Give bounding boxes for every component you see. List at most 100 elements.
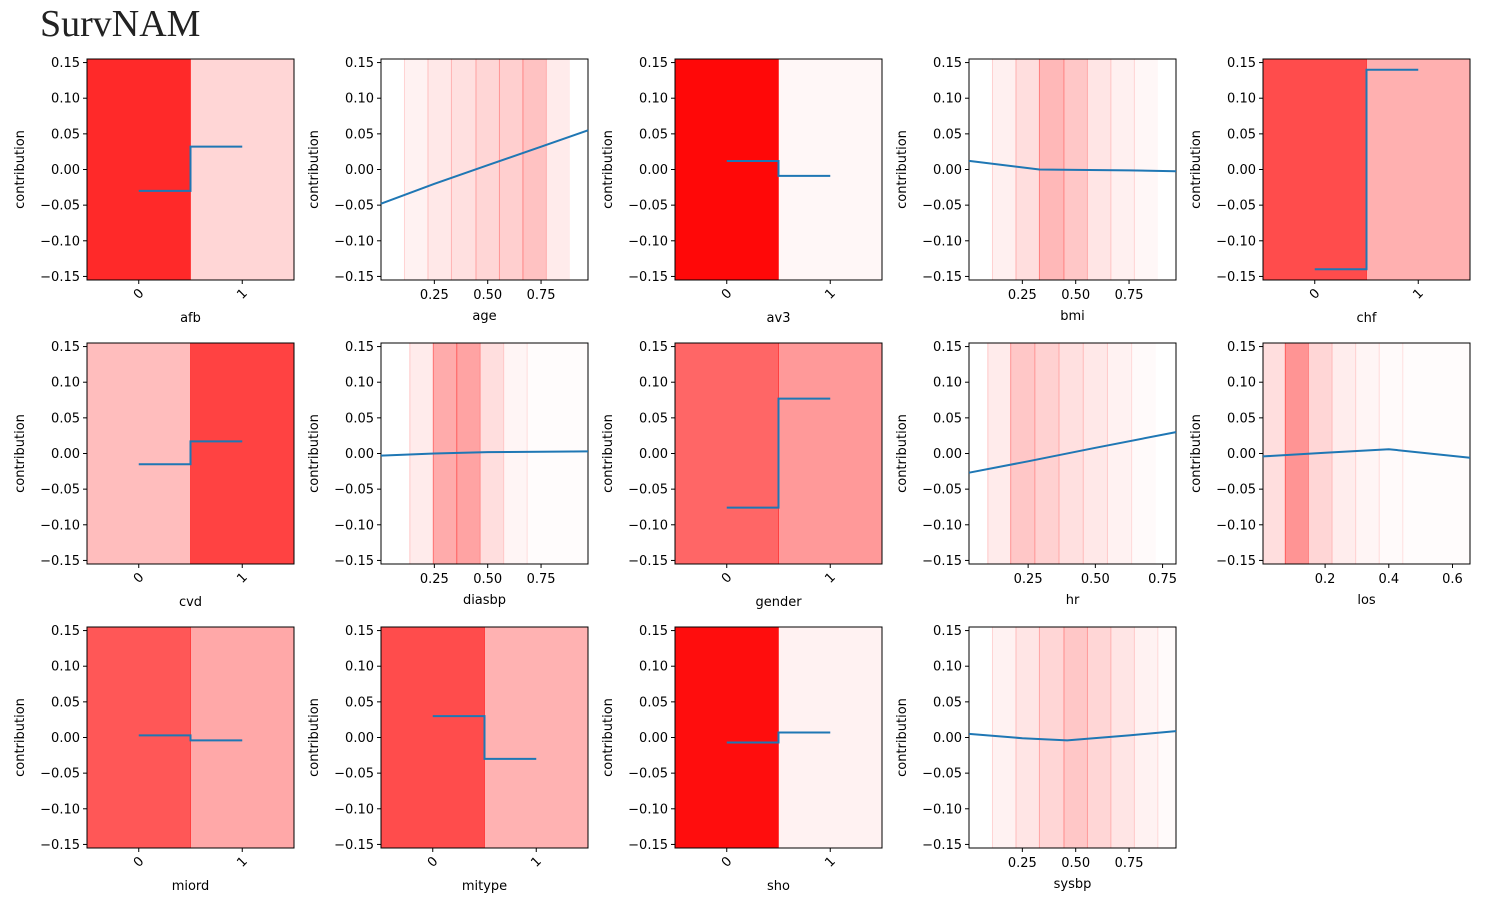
density-band bbox=[190, 343, 294, 564]
density-band bbox=[778, 627, 882, 848]
x-tick-label: 1 bbox=[234, 570, 250, 586]
y-tick-label: 0.10 bbox=[1227, 92, 1256, 107]
density-band bbox=[87, 627, 191, 848]
contribution-line bbox=[380, 450, 589, 457]
subplot-cvd: 0.15 0.10 0.05 0.00 −0.05 −0.10 −0.15 contribut… bbox=[13, 340, 295, 610]
y-tick-label: −0.15 bbox=[334, 270, 374, 285]
y-axis-label: contribution bbox=[307, 130, 322, 209]
contribution-step-line bbox=[432, 715, 537, 760]
y-tick-label: −0.05 bbox=[334, 483, 374, 498]
density-band bbox=[675, 627, 779, 848]
y-tick-label: 0.05 bbox=[345, 127, 374, 142]
x-tick-label: 0.50 bbox=[473, 288, 502, 303]
y-tick-label: 0.15 bbox=[1227, 56, 1256, 71]
y-tick-label: 0.00 bbox=[639, 447, 668, 462]
density-band bbox=[503, 343, 528, 564]
x-tick-label: 1 bbox=[1410, 286, 1426, 302]
y-tick-label: 0.10 bbox=[639, 376, 668, 391]
density-band bbox=[381, 343, 410, 564]
y-tick-label: −0.15 bbox=[628, 270, 668, 285]
y-axis-label: contribution bbox=[601, 130, 616, 209]
x-tick-label: 0.25 bbox=[1008, 288, 1037, 303]
y-tick-label: 0.05 bbox=[345, 695, 374, 710]
x-axis-label: sysbp bbox=[1054, 877, 1092, 892]
y-tick-label: 0.00 bbox=[51, 163, 80, 178]
y-tick-label: −0.05 bbox=[40, 199, 80, 214]
density-band bbox=[1158, 59, 1176, 280]
density-band bbox=[381, 627, 485, 848]
density-band bbox=[1379, 343, 1403, 564]
y-tick-label: 0.05 bbox=[1227, 411, 1256, 426]
y-tick-label: 0.00 bbox=[639, 163, 668, 178]
x-axis-label: diasbp bbox=[463, 593, 506, 608]
x-tick-label: 0.25 bbox=[1008, 856, 1037, 871]
density-band bbox=[381, 59, 404, 280]
x-tick-label: 1 bbox=[234, 854, 250, 870]
subplot-hr: 0.15 0.10 0.05 0.00 −0.05 −0.10 −0.15 contribut… bbox=[895, 340, 1177, 608]
x-axis-label: age bbox=[472, 309, 496, 324]
y-axis-label: contribution bbox=[13, 414, 28, 493]
density-band bbox=[969, 627, 992, 848]
density-band bbox=[1034, 343, 1060, 564]
y-tick-label: 0.10 bbox=[345, 92, 374, 107]
density-band bbox=[87, 59, 191, 280]
y-tick-label: −0.05 bbox=[1216, 483, 1256, 498]
x-tick-label: 0.2 bbox=[1315, 572, 1336, 587]
y-tick-label: −0.10 bbox=[40, 802, 80, 817]
density-band bbox=[1263, 343, 1286, 564]
density-band bbox=[1158, 627, 1176, 848]
y-tick-label: 0.15 bbox=[933, 56, 962, 71]
x-tick-label: 0.4 bbox=[1378, 572, 1399, 587]
figure-title: SurvNAM bbox=[40, 3, 201, 45]
density-band bbox=[1039, 627, 1064, 848]
y-tick-label: 0.00 bbox=[639, 731, 668, 746]
y-tick-label: −0.10 bbox=[628, 234, 668, 249]
y-tick-label: 0.05 bbox=[1227, 127, 1256, 142]
density-band bbox=[1132, 343, 1156, 564]
density-band bbox=[1156, 343, 1176, 564]
x-tick-label: 0 bbox=[719, 570, 735, 586]
y-tick-label: 0.00 bbox=[51, 731, 80, 746]
subplot-age: 0.15 0.10 0.05 0.00 −0.05 −0.10 −0.15 contribut… bbox=[307, 56, 589, 324]
y-tick-label: −0.05 bbox=[334, 767, 374, 782]
y-tick-label: 0.05 bbox=[933, 695, 962, 710]
density-band bbox=[992, 59, 1016, 280]
y-tick-label: 0.10 bbox=[51, 92, 80, 107]
x-tick-label: 0.75 bbox=[1148, 572, 1177, 587]
y-tick-label: −0.15 bbox=[40, 838, 80, 853]
x-axis-label: cvd bbox=[179, 595, 202, 610]
y-tick-label: 0.15 bbox=[51, 624, 80, 639]
y-tick-label: −0.05 bbox=[1216, 199, 1256, 214]
contribution-line bbox=[1262, 448, 1471, 459]
x-tick-label: 0 bbox=[131, 570, 147, 586]
y-tick-label: 0.00 bbox=[933, 163, 962, 178]
y-tick-label: 0.10 bbox=[51, 660, 80, 675]
x-axis-label: los bbox=[1357, 593, 1376, 608]
density-band bbox=[1015, 59, 1040, 280]
y-tick-label: −0.10 bbox=[334, 802, 374, 817]
y-tick-label: 0.05 bbox=[639, 127, 668, 142]
y-tick-label: −0.10 bbox=[922, 234, 962, 249]
x-tick-label: 0 bbox=[719, 854, 735, 870]
density-band bbox=[1366, 59, 1470, 280]
density-band bbox=[1083, 343, 1108, 564]
density-band bbox=[1134, 59, 1157, 280]
density-band bbox=[1010, 343, 1035, 564]
y-tick-label: 0.15 bbox=[639, 56, 668, 71]
y-tick-label: −0.15 bbox=[922, 270, 962, 285]
density-band bbox=[451, 59, 476, 280]
subplot-sho: 0.15 0.10 0.05 0.00 −0.05 −0.10 −0.15 contribut… bbox=[601, 624, 883, 894]
y-tick-label: −0.15 bbox=[922, 838, 962, 853]
density-band bbox=[1110, 627, 1135, 848]
y-tick-label: 0.00 bbox=[345, 731, 374, 746]
y-tick-label: −0.10 bbox=[922, 518, 962, 533]
contribution-step-line bbox=[1314, 68, 1419, 271]
density-band bbox=[499, 59, 523, 280]
x-axis-label: chf bbox=[1357, 311, 1377, 326]
density-band bbox=[1134, 627, 1158, 848]
y-tick-label: 0.00 bbox=[345, 447, 374, 462]
x-tick-label: 0.75 bbox=[527, 288, 556, 303]
y-tick-label: −0.05 bbox=[922, 483, 962, 498]
y-tick-label: −0.15 bbox=[1216, 270, 1256, 285]
subplot-miord: 0.15 0.10 0.05 0.00 −0.05 −0.10 −0.15 contribut… bbox=[13, 624, 295, 894]
